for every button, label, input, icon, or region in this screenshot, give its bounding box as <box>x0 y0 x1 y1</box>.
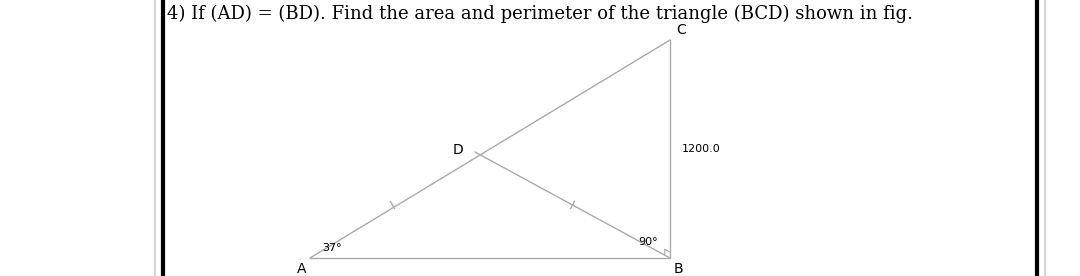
Text: B: B <box>674 262 684 276</box>
Text: 4) If (AD) = (BD). Find the area and perimeter of the triangle (BCD) shown in fi: 4) If (AD) = (BD). Find the area and per… <box>167 5 913 23</box>
Text: A: A <box>297 262 306 276</box>
Text: C: C <box>676 23 686 37</box>
Text: D: D <box>453 143 463 157</box>
Text: 37°: 37° <box>322 243 341 253</box>
Text: 90°: 90° <box>638 237 658 247</box>
Text: 1200.0: 1200.0 <box>681 144 720 154</box>
